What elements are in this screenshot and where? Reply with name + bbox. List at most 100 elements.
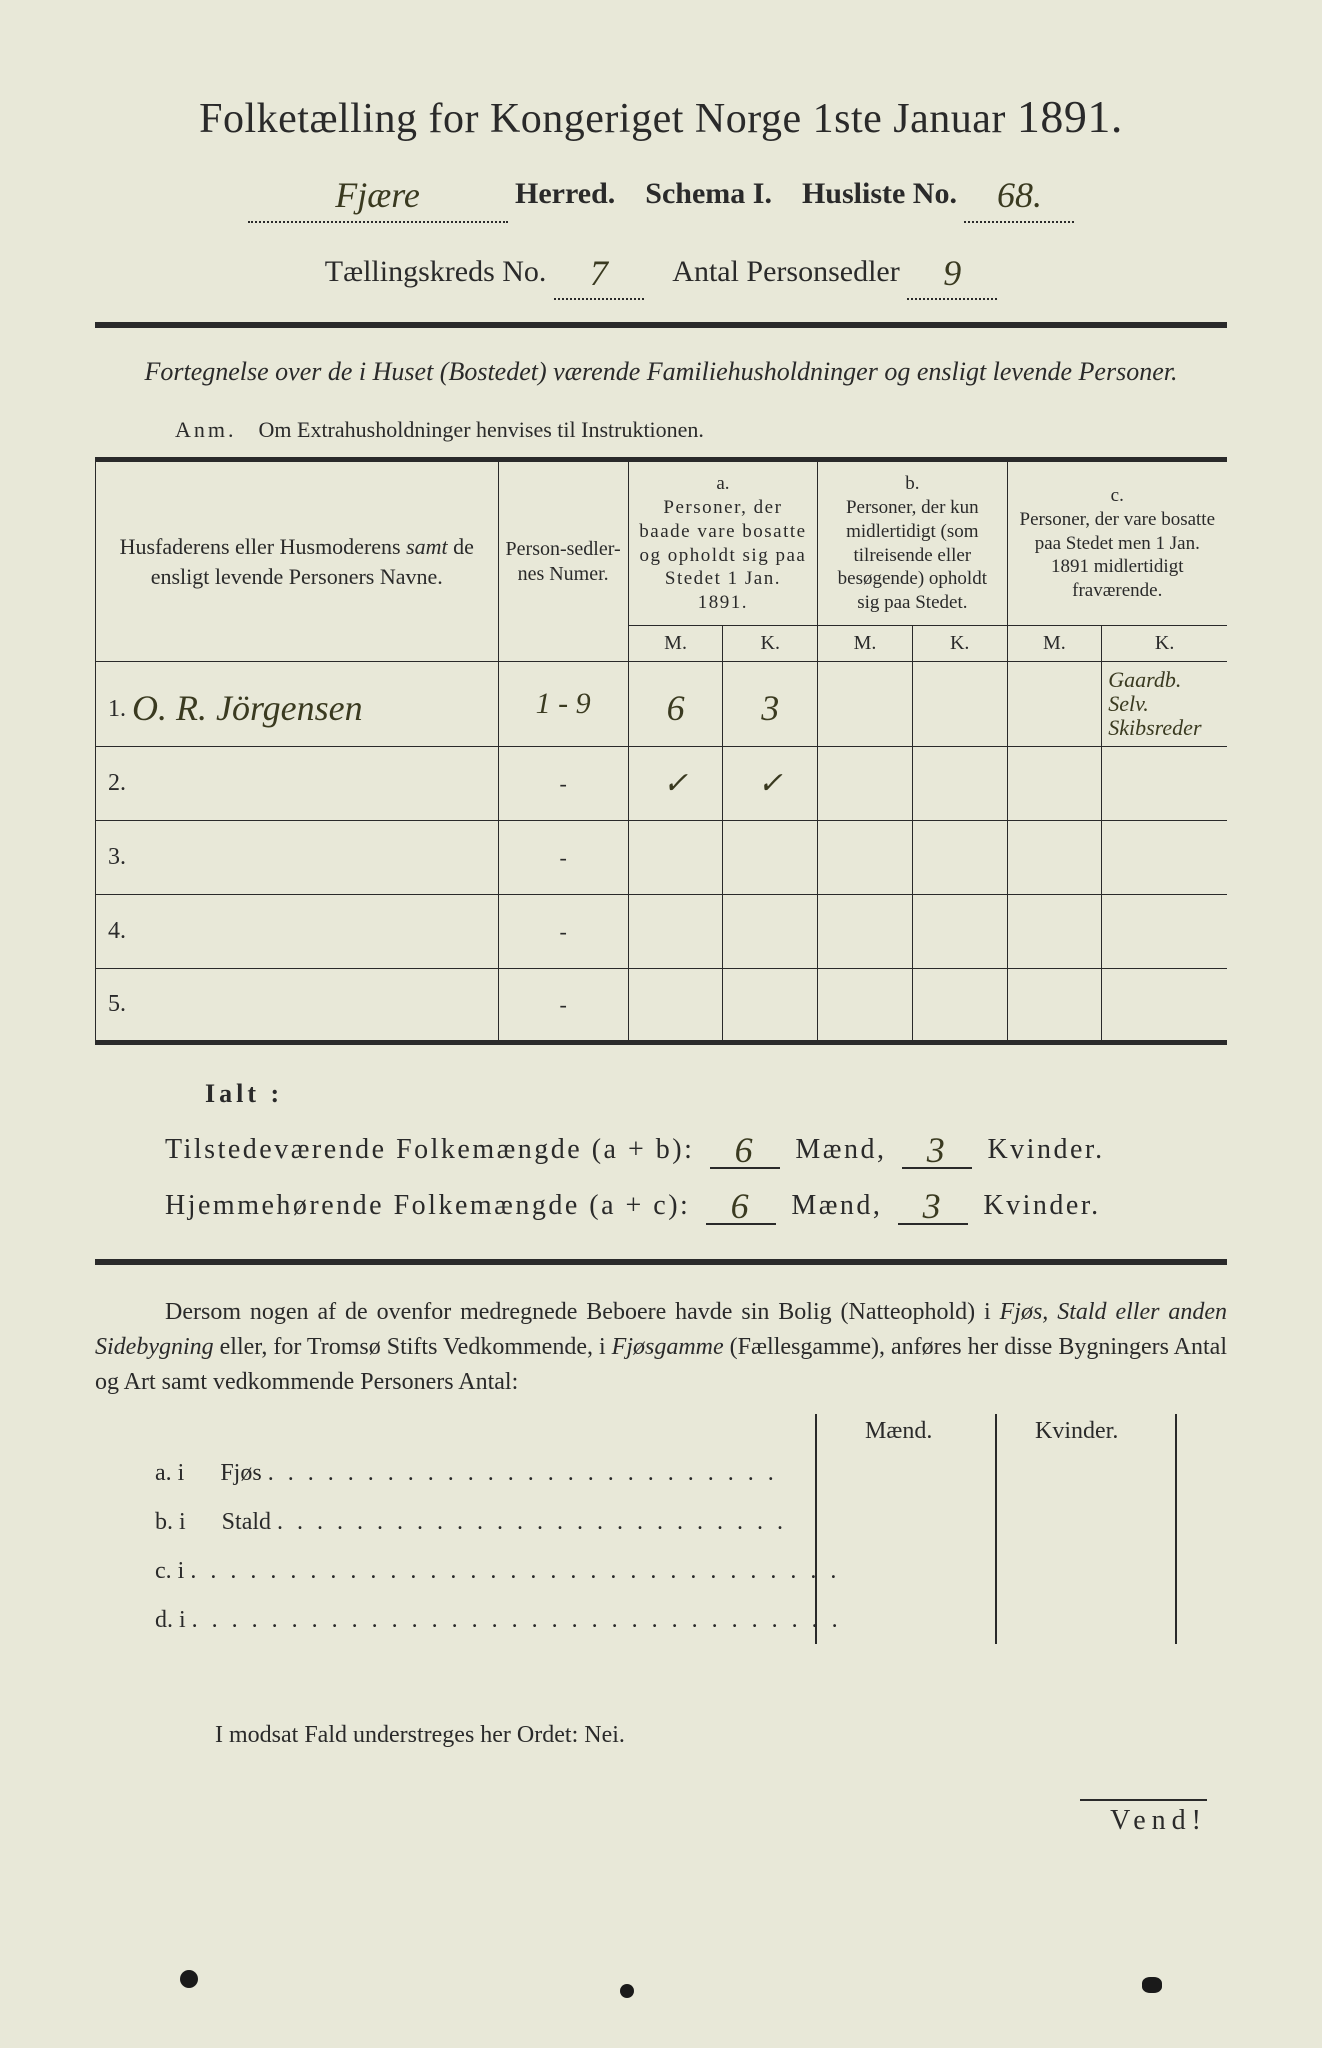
census-title: Folketælling for Kongeriget Norge 1ste J…	[95, 90, 1227, 143]
row-am	[628, 969, 723, 1043]
col-a-head: a.	[716, 473, 729, 494]
husliste-label: Husliste No.	[802, 177, 957, 210]
maend-label2: Mænd,	[791, 1190, 882, 1221]
row-cm	[1007, 821, 1102, 895]
row-num: 2.	[108, 770, 126, 796]
title-prefix: Folketælling for Kongeriget Norge 1ste J…	[199, 96, 1006, 142]
row-ck	[1102, 821, 1227, 895]
census-table: Husfaderens eller Husmoderens samt de en…	[95, 457, 1227, 1045]
abcd-c-l: c. i	[155, 1558, 184, 1584]
tot2-label: Hjemmehørende Folkemængde (a + c):	[165, 1190, 690, 1221]
row-bk	[912, 821, 1007, 895]
tot1-label: Tilstedeværende Folkemængde (a + b):	[165, 1134, 694, 1165]
totals-resident: Hjemmehørende Folkemængde (a + c): 6 Mæn…	[165, 1181, 1227, 1225]
fortegnelse-text: Fortegnelse over de i Huset (Bostedet) v…	[95, 354, 1227, 389]
antal-label: Antal Personsedler	[672, 255, 899, 288]
totals-present: Tilstedeværende Folkemængde (a + b): 6 M…	[165, 1125, 1227, 1169]
kvinder-head: Kvinder.	[1035, 1418, 1118, 1445]
kreds-label: Tællingskreds No.	[325, 255, 547, 288]
kreds-value: 7	[590, 253, 608, 293]
row-ak: 3	[761, 688, 779, 728]
abcd-b-l: b. i	[155, 1509, 186, 1535]
schema-label: Schema I.	[645, 177, 772, 210]
row-ck	[1102, 969, 1227, 1043]
maend-head: Mænd.	[865, 1418, 932, 1445]
tot2-m: 6	[731, 1186, 752, 1226]
row-am	[628, 895, 723, 969]
header-line-2: Tællingskreds No. 7 Antal Personsedler 9	[95, 241, 1227, 301]
row-am: ✓	[663, 767, 688, 800]
row-pnum: -	[498, 969, 628, 1043]
anm-text: Om Extrahusholdninger henvises til Instr…	[259, 417, 704, 442]
row-note: Gaardb. Selv. Skibsreder	[1102, 661, 1227, 747]
dots: . . . . . . . . . . . . . . . . . . . . …	[277, 1509, 787, 1535]
row-pnum: -	[498, 895, 628, 969]
dersom-paragraph: Dersom nogen af de ovenfor medregnede Be…	[95, 1295, 1227, 1399]
rule-top	[95, 322, 1227, 328]
kvinder-label: Kvinder.	[987, 1134, 1104, 1165]
row-bk	[912, 969, 1007, 1043]
row-bk	[912, 895, 1007, 969]
row-cm	[1007, 747, 1102, 821]
row-ck	[1102, 747, 1227, 821]
row-cm	[1007, 661, 1102, 747]
abcd-section: Mænd. Kvinder. a. i Fjøs . . . . . . . .…	[95, 1428, 1227, 1688]
abcd-a-t: Fjøs	[220, 1460, 261, 1486]
kvinder-label2: Kvinder.	[983, 1190, 1100, 1221]
col-a-text: Personer, der baade vare bosatte og opho…	[639, 497, 806, 613]
a-m: M.	[628, 625, 723, 661]
col-b-text: Personer, der kun midlertidigt (som tilr…	[838, 497, 987, 613]
col-names: Husfaderens eller Husmoderens samt de en…	[96, 460, 499, 662]
row-cm	[1007, 969, 1102, 1043]
a-k: K.	[723, 625, 818, 661]
row-ck	[1102, 895, 1227, 969]
herred-label: Herred.	[515, 177, 615, 210]
antal-value: 9	[943, 253, 961, 293]
dots: . . . . . . . . . . . . . . . . . . . . …	[192, 1607, 842, 1633]
col-c-head: c.	[1111, 485, 1124, 506]
dots: . . . . . . . . . . . . . . . . . . . . …	[190, 1558, 840, 1584]
row-pnum: 1 - 9	[536, 687, 591, 720]
anm-line: Anm. Om Extrahusholdninger henvises til …	[175, 417, 1227, 443]
table-row: 4. -	[96, 895, 1228, 969]
col-b: b. Personer, der kun midlertidigt (som t…	[818, 460, 1007, 626]
col-a: a. Personer, der baade vare bosatte og o…	[628, 460, 817, 626]
row-am: 6	[667, 688, 685, 728]
header-line-1: Fjære Herred. Schema I. Husliste No. 68.	[95, 163, 1227, 223]
vend-label: Vend!	[1080, 1799, 1207, 1837]
row-num: 3.	[108, 844, 126, 870]
tot1-m: 6	[735, 1130, 756, 1170]
row-bk	[912, 747, 1007, 821]
b-m: M.	[818, 625, 913, 661]
abcd-a-l: a. i	[155, 1460, 184, 1486]
row-num: 5.	[108, 991, 126, 1017]
abcd-d-l: d. i	[155, 1607, 186, 1633]
b-k: K.	[912, 625, 1007, 661]
row-ak	[723, 969, 818, 1043]
table-row: 1. O. R. Jörgensen 1 - 9 6 3 Gaardb. Sel…	[96, 661, 1228, 747]
rule-mid	[95, 1259, 1227, 1265]
table-row: 5. -	[96, 969, 1228, 1043]
ink-spot	[620, 1984, 634, 1998]
row-bk	[912, 661, 1007, 747]
row-ak	[723, 895, 818, 969]
anm-label: Anm.	[175, 417, 237, 442]
row-bm	[818, 895, 913, 969]
tot2-k: 3	[923, 1186, 944, 1226]
abcd-b-t: Stald	[222, 1509, 271, 1535]
husliste-value: 68.	[997, 175, 1042, 215]
col-num: Person-sedler-nes Numer.	[498, 460, 628, 662]
c-k: K.	[1102, 625, 1227, 661]
ialt-label: Ialt :	[205, 1079, 1227, 1109]
col-b-head: b.	[905, 473, 919, 494]
row-ak: ✓	[758, 767, 783, 800]
abcd-row: b. i Stald . . . . . . . . . . . . . . .…	[155, 1509, 1227, 1536]
ink-spot	[1142, 1977, 1162, 1993]
table-row: 3. -	[96, 821, 1228, 895]
row-bm	[818, 821, 913, 895]
ink-spot	[180, 1970, 198, 1988]
row-name-hw: O. R. Jörgensen	[132, 688, 363, 728]
table-row: 2. - ✓ ✓	[96, 747, 1228, 821]
row-num: 1.	[108, 696, 126, 722]
tot1-k: 3	[927, 1130, 948, 1170]
